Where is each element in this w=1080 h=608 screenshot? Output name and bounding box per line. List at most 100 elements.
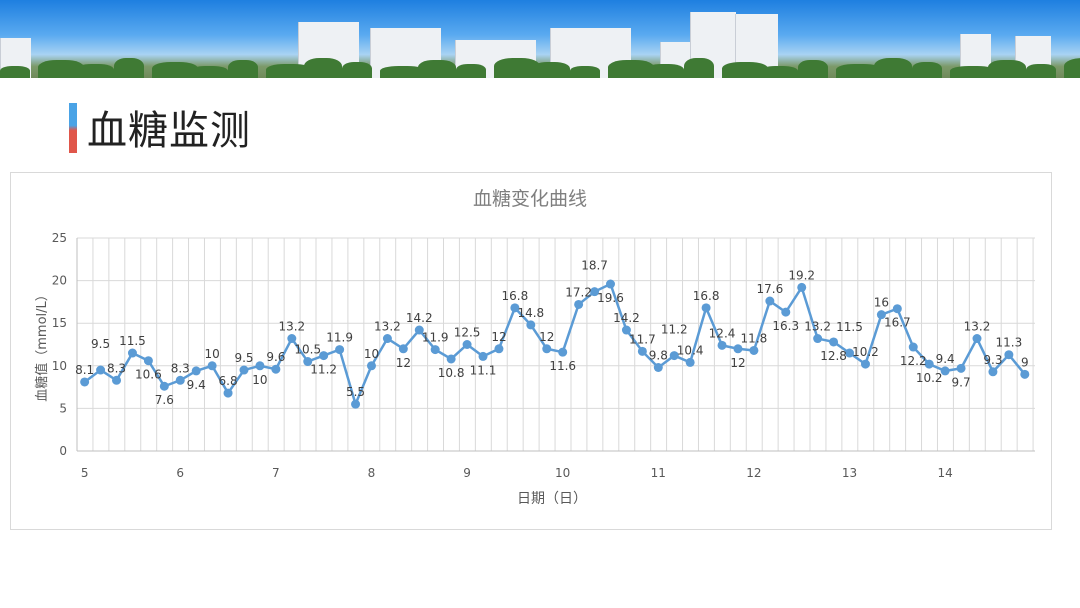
data-point (510, 303, 520, 313)
data-label: 11.9 (326, 331, 353, 345)
data-point (366, 361, 376, 371)
data-label: 11.5 (836, 320, 863, 334)
data-point (542, 344, 552, 354)
data-point (398, 344, 408, 354)
data-label: 12 (539, 330, 554, 344)
data-point (637, 346, 647, 356)
data-label: 8.1 (75, 363, 94, 377)
data-label: 16.8 (502, 289, 529, 303)
tree (912, 62, 942, 78)
data-point (829, 337, 839, 347)
data-label: 19.6 (597, 291, 624, 305)
data-point (223, 388, 233, 398)
data-label: 10.8 (438, 366, 465, 380)
x-tick-label: 14 (937, 466, 952, 480)
x-tick-label: 12 (746, 466, 761, 480)
tree (988, 60, 1026, 78)
tree (608, 60, 654, 78)
data-label: 17.2 (565, 285, 592, 299)
tree (836, 64, 882, 78)
data-point (574, 299, 584, 309)
data-label: 9.4 (936, 352, 955, 366)
data-point (765, 296, 775, 306)
data-point (191, 366, 201, 376)
data-point (112, 375, 122, 385)
data-point (845, 348, 855, 358)
tree (1026, 64, 1056, 78)
tree (684, 58, 714, 78)
data-label: 14.8 (517, 306, 544, 320)
data-label: 11.2 (661, 323, 688, 337)
data-label: 10.5 (294, 343, 321, 357)
data-point (956, 363, 966, 373)
data-point (781, 307, 791, 317)
data-point (96, 365, 106, 375)
data-point (876, 310, 886, 320)
data-label: 11.6 (549, 359, 576, 373)
tree (342, 62, 372, 78)
data-label: 9.5 (234, 351, 253, 365)
data-label: 10.2 (916, 371, 943, 385)
series-line (83, 282, 1026, 408)
tree (722, 62, 768, 78)
tree (76, 64, 114, 78)
data-label: 12.5 (454, 326, 481, 340)
data-label: 12.2 (900, 354, 927, 368)
data-label: 9.3 (983, 353, 1002, 367)
tree (228, 60, 258, 78)
data-point (749, 345, 759, 355)
tree (874, 58, 912, 78)
data-label: 8.3 (107, 361, 126, 375)
data-point (685, 357, 695, 367)
data-label: 5.5 (346, 385, 365, 399)
data-label: 11.1 (470, 363, 497, 377)
data-label: 13.2 (804, 320, 831, 334)
tree (38, 60, 84, 78)
data-label: 16 (874, 296, 889, 310)
data-label: 9.4 (187, 378, 206, 392)
data-point (892, 304, 902, 314)
data-label: 10 (204, 347, 219, 361)
y-tick-label: 20 (52, 274, 67, 288)
data-label: 10.6 (135, 368, 162, 382)
title-accent-bar (69, 103, 77, 153)
data-point (701, 303, 711, 313)
data-label: 10.4 (677, 343, 704, 357)
data-label: 9.7 (952, 375, 971, 389)
data-point (558, 347, 568, 357)
data-label: 14.2 (613, 311, 640, 325)
data-label: 9.8 (649, 349, 668, 363)
data-point (526, 320, 536, 330)
data-label: 10.2 (852, 345, 879, 359)
data-label: 13.2 (374, 320, 401, 334)
data-point (1020, 369, 1030, 379)
tree (0, 66, 30, 78)
data-point (621, 325, 631, 335)
data-label: 19.2 (788, 268, 815, 282)
x-tick-label: 11 (651, 466, 666, 480)
data-point (414, 325, 424, 335)
tree (760, 66, 798, 78)
data-label: 11.7 (629, 332, 656, 346)
data-point (446, 354, 456, 364)
tree (494, 58, 540, 78)
data-label: 11.5 (119, 334, 146, 348)
data-label: 12.4 (709, 326, 736, 340)
data-label: 7.6 (155, 393, 174, 407)
data-point (303, 357, 313, 367)
data-point (860, 359, 870, 369)
data-label: 12.8 (820, 349, 847, 363)
tree (380, 66, 426, 78)
data-label: 18.7 (581, 259, 608, 273)
x-tick-label: 9 (463, 466, 471, 480)
data-label: 6.8 (219, 374, 238, 388)
data-label: 12 (491, 330, 506, 344)
tree (152, 62, 198, 78)
data-point (462, 340, 472, 349)
tree (1064, 58, 1080, 78)
data-label: 16.8 (693, 289, 720, 303)
data-label: 10 (364, 347, 379, 361)
data-point (175, 375, 185, 385)
data-label: 11.8 (741, 331, 768, 345)
